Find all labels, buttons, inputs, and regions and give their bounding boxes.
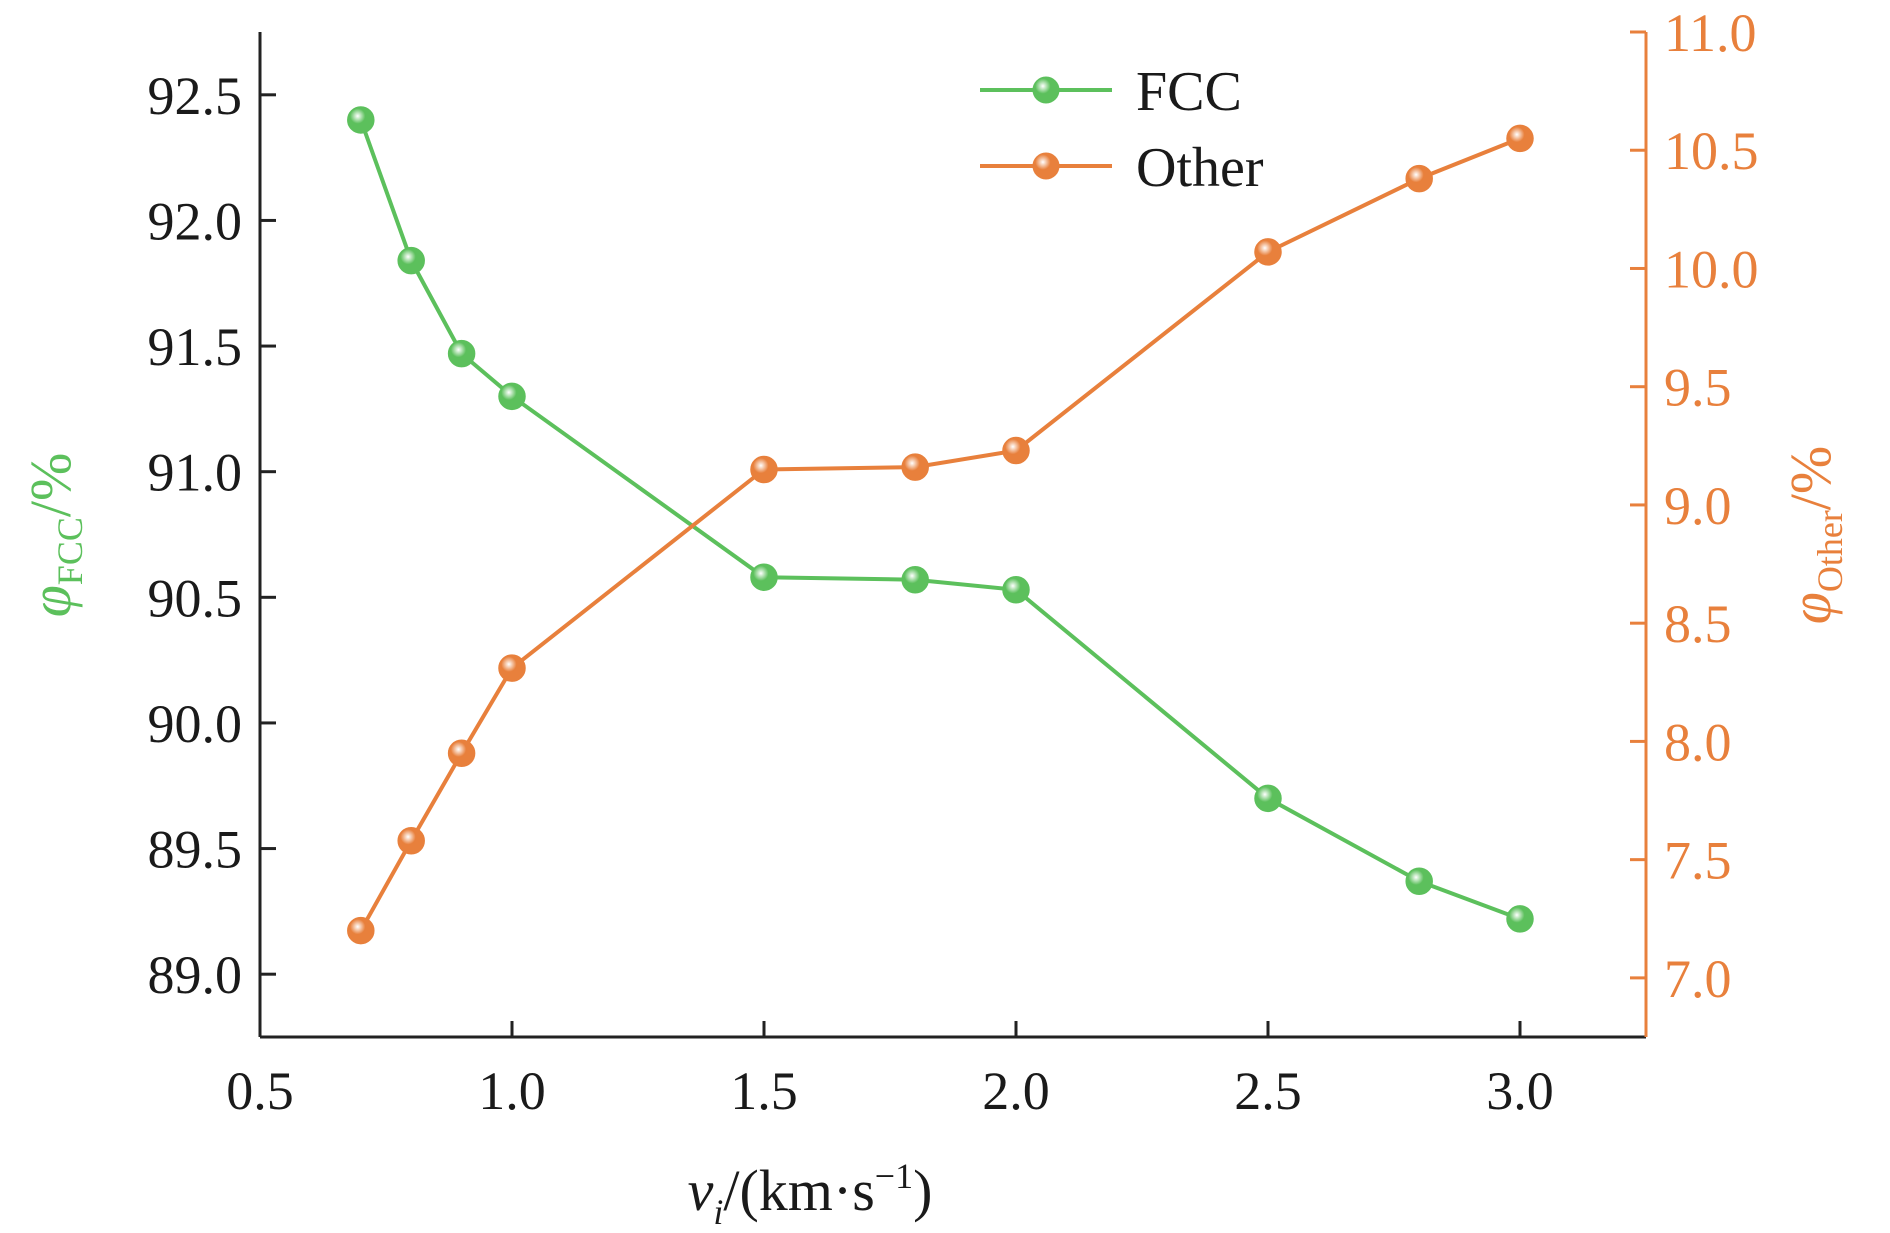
data-point-other — [1254, 238, 1282, 266]
y-right-tick-label: 11.0 — [1664, 3, 1757, 63]
y-right-tick-label: 7.0 — [1664, 949, 1732, 1009]
data-point-fcc — [1002, 576, 1030, 604]
data-point-fcc — [750, 563, 778, 591]
y-left-axis-title: φFCC/% — [18, 453, 90, 618]
y-left-tick-label: 91.0 — [148, 443, 243, 503]
data-point-other — [1506, 124, 1534, 153]
legend-marker-other — [1032, 152, 1060, 180]
data-point-other — [397, 826, 425, 855]
data-point-other — [1002, 436, 1030, 465]
y-right-var: φ — [1778, 592, 1843, 624]
y-left-tick-label: 90.5 — [148, 568, 243, 628]
data-point-fcc — [447, 339, 476, 368]
data-point-other — [750, 455, 778, 484]
x-tick-label: 2.5 — [1234, 1061, 1302, 1121]
x-axis-title: vi/(km·s−1) — [688, 1156, 933, 1232]
legend-label-fcc: FCC — [1136, 61, 1242, 123]
data-point-other — [347, 916, 375, 945]
legend-marker-fcc — [1032, 76, 1060, 104]
y-right-axis-title: φOther/% — [1778, 446, 1850, 625]
data-point-fcc — [347, 106, 375, 134]
data-point-other — [901, 453, 929, 481]
x-axis-sup: −1 — [875, 1156, 913, 1196]
x-tick-label: 2.0 — [982, 1061, 1050, 1121]
y-left-sub: FCC — [50, 517, 90, 585]
x-tick-label: 0.5 — [226, 1061, 294, 1121]
y-left-tick-label: 91.5 — [148, 317, 243, 377]
y-left-var: φ — [18, 585, 83, 617]
y-left-tick-label: 90.0 — [148, 694, 243, 754]
y-left-tick-label: 89.0 — [148, 945, 243, 1005]
data-point-fcc — [901, 565, 929, 594]
y-right-tick-label: 10.0 — [1664, 239, 1759, 299]
y-left-tick-label: 92.0 — [148, 191, 243, 251]
series-line-fcc — [358, 119, 1521, 921]
data-point-fcc — [1405, 867, 1433, 895]
x-axis-var: v — [688, 1158, 714, 1223]
x-axis-sub: i — [713, 1192, 723, 1232]
y-right-unit: /% — [1778, 446, 1843, 510]
legend-label-other: Other — [1136, 137, 1264, 199]
y-right-tick-label: 7.5 — [1664, 831, 1732, 891]
x-axis-close: ) — [913, 1158, 932, 1223]
y-right-tick-label: 9.0 — [1664, 476, 1732, 536]
x-tick-label: 1.5 — [730, 1061, 798, 1121]
series-line-other — [359, 136, 1521, 932]
y-right-tick-label: 8.5 — [1664, 594, 1732, 654]
y-left-tick-label: 92.5 — [148, 66, 243, 126]
y-right-tick-label: 10.5 — [1664, 121, 1759, 181]
y-right-sub: Other — [1810, 510, 1850, 592]
y-left-unit: /% — [18, 453, 83, 517]
x-tick-label: 3.0 — [1486, 1061, 1554, 1121]
x-tick-label: 1.0 — [478, 1061, 546, 1121]
data-point-other — [447, 739, 476, 767]
legend: FCC Other — [980, 61, 1264, 199]
data-point-fcc — [498, 382, 526, 411]
data-point-other — [498, 654, 526, 682]
data-point-fcc — [1254, 784, 1282, 813]
axes: 0.5 1.0 1.5 2.0 2.5 3.0 89.0 89.5 90.0 90.5 91.0 91… — [148, 3, 1759, 1121]
y-right-tick-label: 9.5 — [1664, 358, 1732, 418]
y-right-tick-label: 8.0 — [1664, 712, 1732, 772]
series-layer — [347, 106, 1534, 945]
data-point-fcc — [397, 246, 425, 275]
data-point-fcc — [1506, 905, 1534, 933]
y-left-tick-label: 89.5 — [148, 820, 243, 880]
x-axis-unit: /(km·s — [723, 1158, 874, 1223]
data-point-other — [1405, 164, 1433, 193]
